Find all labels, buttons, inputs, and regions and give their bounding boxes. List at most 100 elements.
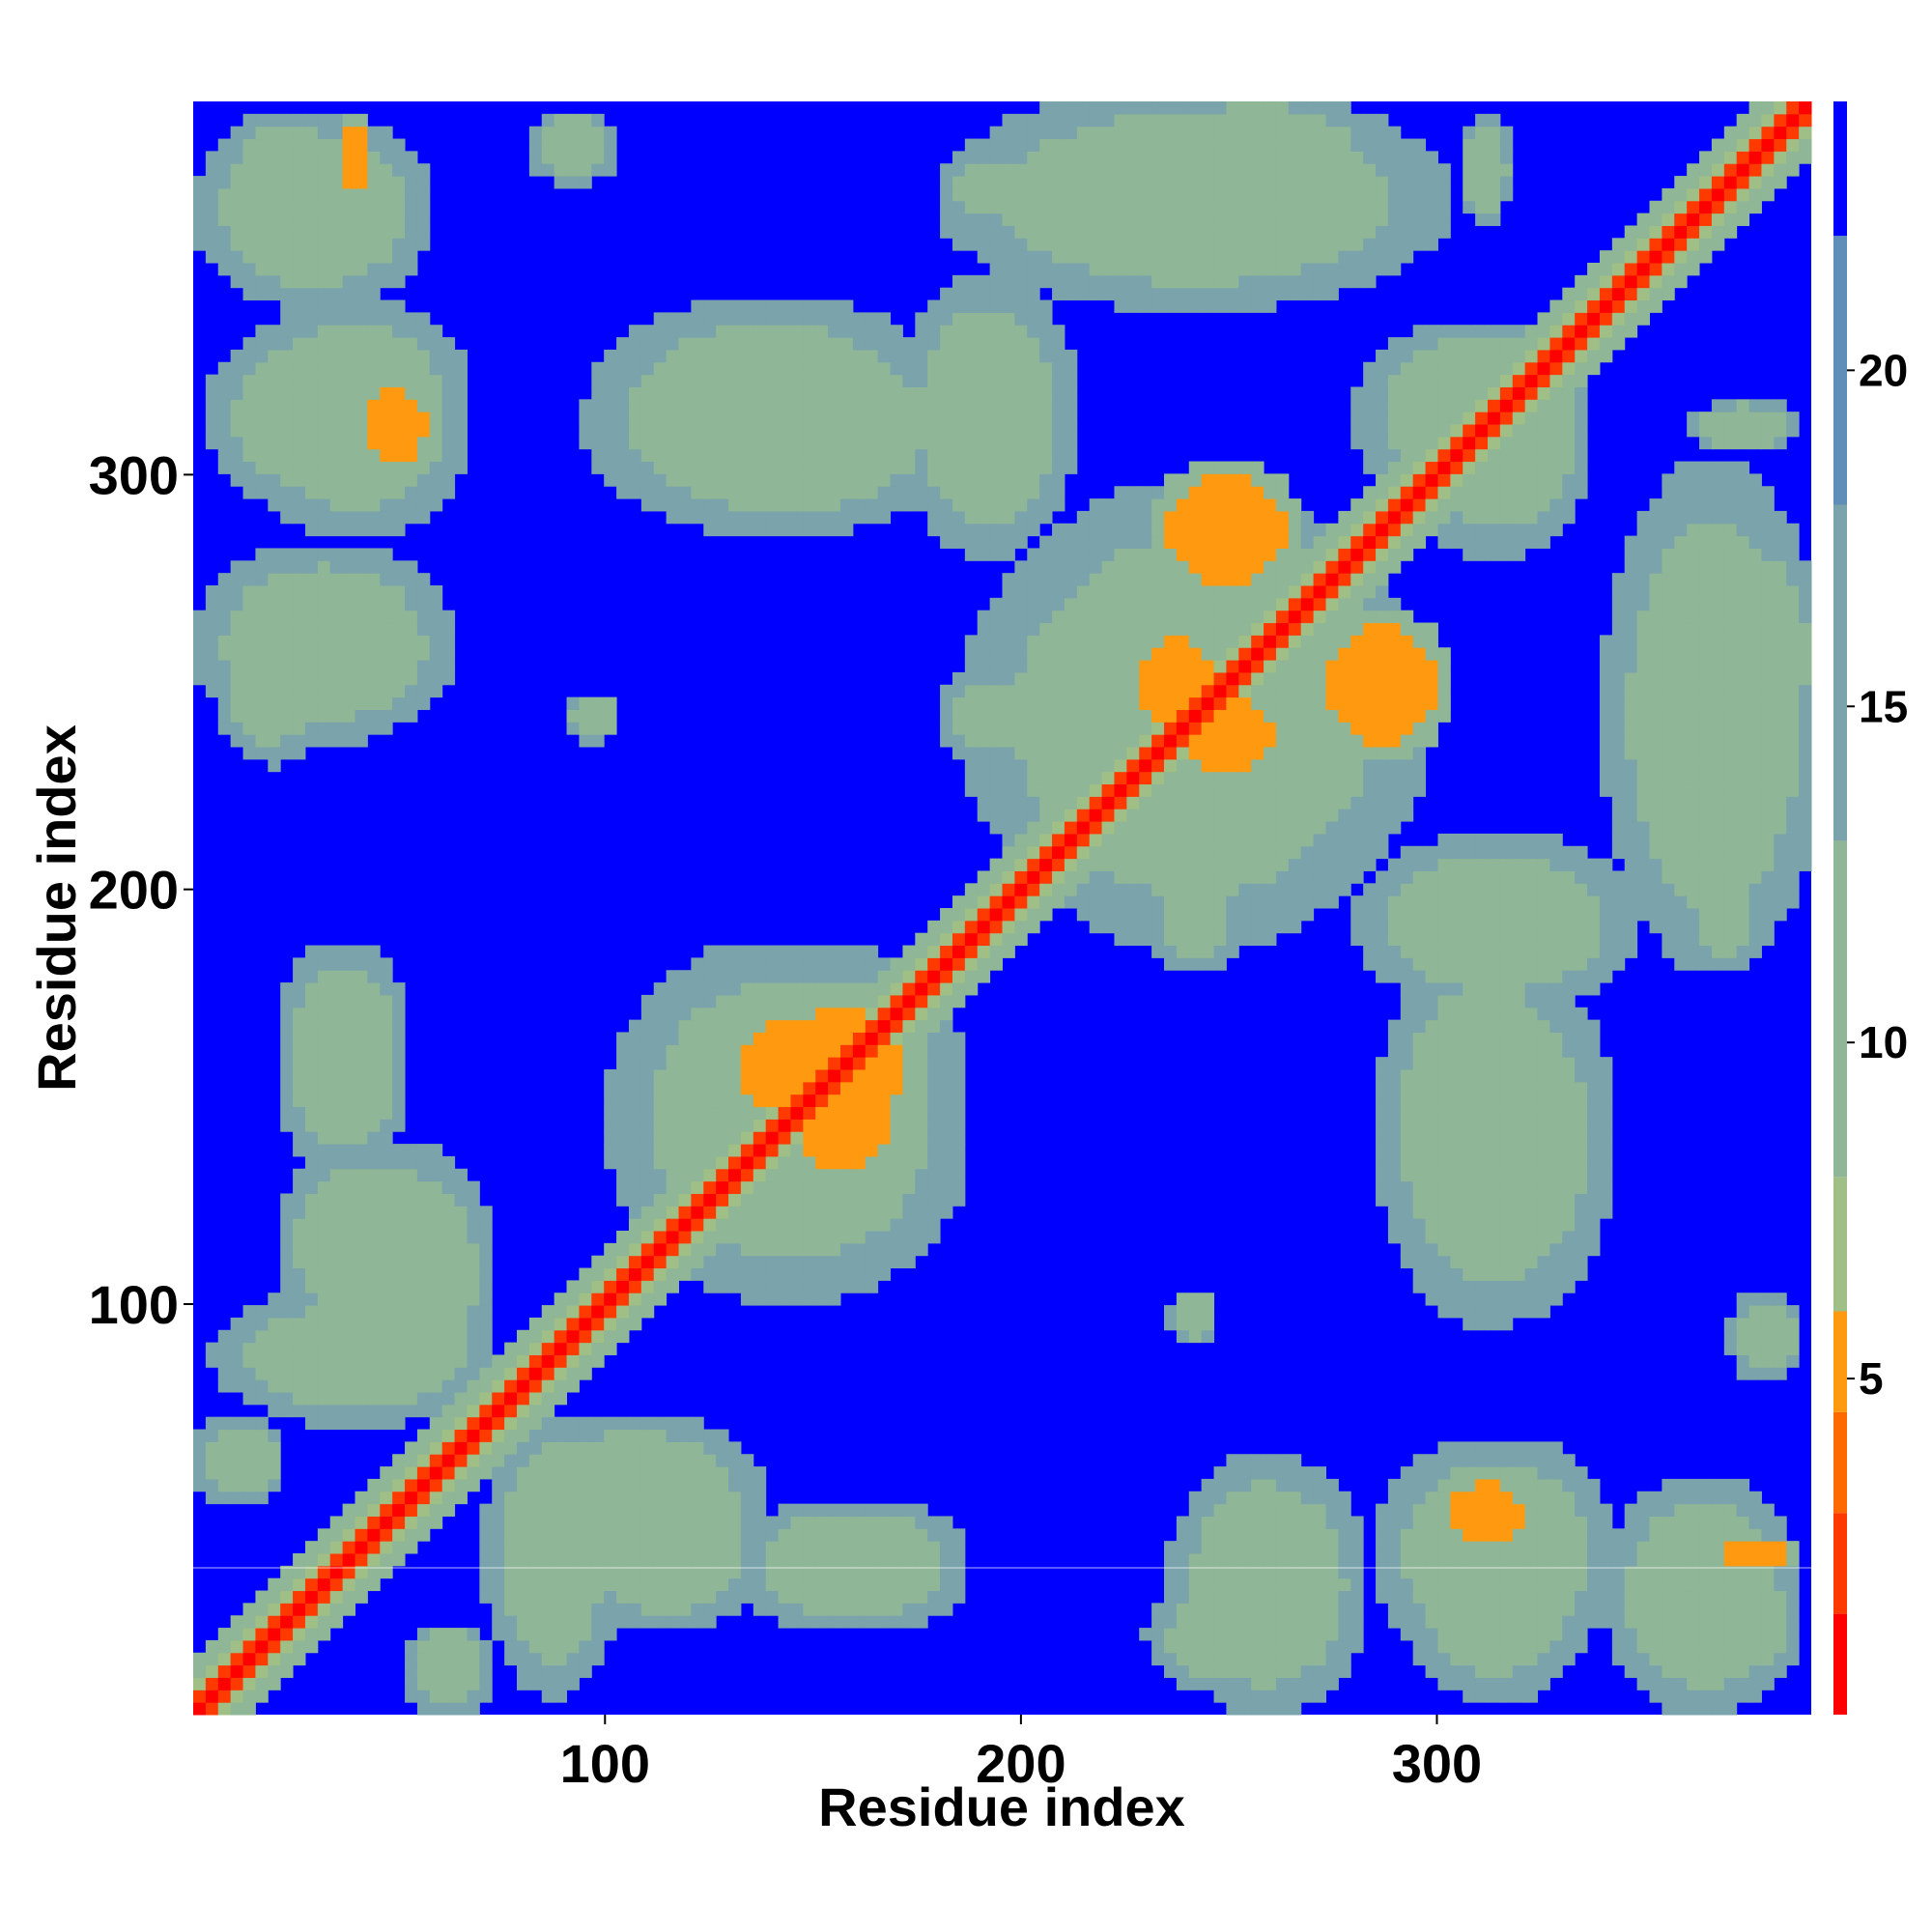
heatmap-cell bbox=[1562, 957, 1576, 971]
heatmap-cell bbox=[778, 1193, 791, 1207]
heatmap-cell bbox=[268, 1466, 281, 1480]
heatmap-cell bbox=[1376, 1193, 1389, 1207]
heatmap-cell bbox=[1376, 722, 1389, 735]
heatmap-cell bbox=[1325, 1577, 1339, 1592]
heatmap-cell bbox=[1524, 833, 1539, 847]
heatmap-cell bbox=[790, 1119, 804, 1132]
heatmap-cell bbox=[716, 1094, 729, 1108]
heatmap-cell bbox=[1687, 883, 1700, 896]
heatmap-cell bbox=[815, 1131, 829, 1145]
heatmap-cell bbox=[616, 1478, 630, 1492]
heatmap-cell bbox=[1288, 1639, 1302, 1654]
heatmap-cell bbox=[1674, 870, 1688, 884]
heatmap-cell bbox=[541, 1317, 555, 1331]
heatmap-cell bbox=[1587, 920, 1601, 934]
heatmap-cell bbox=[1151, 883, 1165, 896]
heatmap-cell bbox=[1488, 883, 1501, 896]
heatmap-cell bbox=[1039, 771, 1053, 785]
heatmap-cell bbox=[1723, 1639, 1738, 1654]
heatmap-cell bbox=[890, 1131, 903, 1145]
heatmap-cell bbox=[1412, 870, 1427, 884]
heatmap-cell bbox=[1014, 747, 1028, 760]
heatmap-cell bbox=[691, 1106, 704, 1120]
heatmap-cell bbox=[765, 970, 780, 983]
heatmap-cell bbox=[293, 684, 306, 698]
heatmap-cell bbox=[1400, 1081, 1414, 1095]
heatmap-cell bbox=[952, 1180, 966, 1194]
heatmap-cell bbox=[1226, 758, 1239, 773]
heatmap-cell bbox=[1325, 722, 1339, 735]
heatmap-cell bbox=[1264, 1478, 1277, 1492]
heatmap-cell bbox=[367, 970, 381, 983]
heatmap-cell bbox=[1537, 833, 1550, 847]
heatmap-cell bbox=[616, 1528, 630, 1542]
heatmap-cell bbox=[616, 1603, 630, 1616]
heatmap-cell bbox=[342, 1119, 355, 1132]
heatmap-cell bbox=[703, 1516, 717, 1529]
heatmap-cell bbox=[1002, 932, 1015, 947]
heatmap-cell bbox=[342, 1267, 355, 1281]
heatmap-cell bbox=[1101, 747, 1115, 760]
heatmap-cell bbox=[1723, 1516, 1738, 1529]
heatmap-cell bbox=[217, 1478, 232, 1492]
heatmap-cell bbox=[1412, 1280, 1427, 1293]
heatmap-cell bbox=[416, 1516, 431, 1529]
heatmap-cell bbox=[628, 1106, 642, 1120]
heatmap-cell bbox=[591, 1528, 605, 1542]
heatmap-cell bbox=[1201, 734, 1215, 748]
heatmap-cell bbox=[604, 1454, 617, 1467]
heatmap-cell bbox=[952, 895, 966, 909]
heatmap-cell bbox=[616, 1429, 630, 1442]
heatmap-cell bbox=[1774, 758, 1787, 773]
heatmap-cell bbox=[902, 1094, 916, 1108]
heatmap-cell bbox=[1002, 722, 1015, 735]
heatmap-cell bbox=[1475, 1155, 1489, 1170]
heatmap-cell bbox=[1699, 870, 1713, 884]
heatmap-cell bbox=[1264, 1466, 1277, 1480]
heatmap-cell bbox=[977, 796, 991, 810]
heatmap-cell bbox=[927, 1603, 941, 1616]
heatmap-cell bbox=[1723, 1565, 1738, 1579]
heatmap-cell bbox=[1264, 833, 1277, 847]
heatmap-cell bbox=[405, 1639, 418, 1654]
heatmap-cell bbox=[803, 1516, 816, 1529]
heatmap-cell bbox=[1275, 1702, 1290, 1716]
heatmap-cell bbox=[1325, 1516, 1339, 1529]
heatmap-cell bbox=[1524, 1516, 1539, 1529]
heatmap-cell bbox=[1076, 895, 1091, 909]
heatmap-cell bbox=[1188, 1603, 1203, 1616]
heatmap-cell bbox=[1687, 821, 1700, 835]
heatmap-cell bbox=[280, 1392, 294, 1406]
heatmap-cell bbox=[1338, 809, 1351, 822]
heatmap-cell bbox=[1537, 1305, 1550, 1319]
heatmap-cell bbox=[1499, 1565, 1514, 1579]
heatmap-cell bbox=[952, 1528, 966, 1542]
heatmap-cell bbox=[1213, 821, 1227, 835]
heatmap-cell bbox=[653, 1255, 668, 1269]
heatmap-cell bbox=[740, 1131, 754, 1145]
heatmap-cell bbox=[304, 982, 319, 996]
heatmap-cell bbox=[1636, 1577, 1650, 1592]
heatmap-cell bbox=[579, 1577, 592, 1592]
heatmap-cell bbox=[293, 1081, 306, 1095]
heatmap-cell bbox=[1488, 1144, 1501, 1157]
heatmap-cell bbox=[1425, 722, 1438, 735]
heatmap-cell bbox=[1562, 1119, 1576, 1132]
heatmap-cell bbox=[1325, 1528, 1339, 1542]
heatmap-cell bbox=[1201, 747, 1215, 760]
heatmap-cell bbox=[1412, 1528, 1427, 1542]
heatmap-cell bbox=[1325, 858, 1339, 871]
heatmap-cell bbox=[865, 1267, 879, 1281]
heatmap-cell bbox=[1039, 709, 1053, 723]
heatmap-cell bbox=[454, 1677, 468, 1690]
heatmap-cell bbox=[840, 957, 854, 971]
heatmap-cell bbox=[317, 945, 331, 958]
heatmap-cell bbox=[293, 1267, 306, 1281]
heatmap-cell bbox=[1400, 709, 1414, 723]
heatmap-cell bbox=[541, 1354, 555, 1368]
heatmap-cell bbox=[392, 1218, 406, 1232]
heatmap-cell bbox=[1376, 1106, 1389, 1120]
heatmap-cell bbox=[293, 1119, 306, 1132]
heatmap-cell bbox=[566, 1541, 580, 1554]
heatmap-cell bbox=[1412, 783, 1427, 797]
